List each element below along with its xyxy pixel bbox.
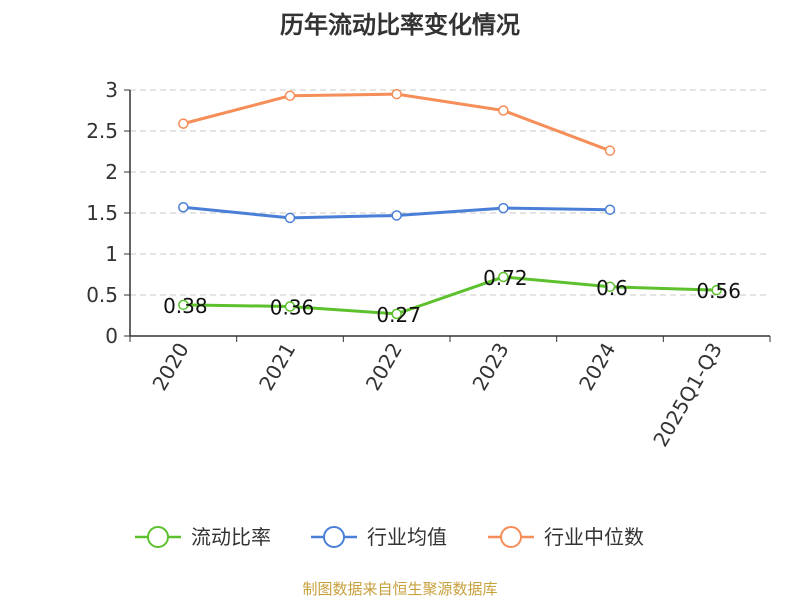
grid-lines (130, 89, 770, 296)
x-tick-label: 2025Q1-Q3 (648, 339, 727, 451)
data-point (178, 299, 189, 311)
y-tick-label: 2.5 (86, 119, 118, 143)
legend-label: 行业中位数 (544, 525, 644, 549)
data-labels: 0.38 0.36 0.27 0.72 0.6 0.56 (163, 266, 741, 327)
y-tick-label: 1 (105, 242, 118, 266)
data-label: 0.72 (483, 266, 528, 290)
data-point (391, 88, 402, 100)
legend-label: 行业均值 (367, 525, 447, 549)
data-label: 0.38 (163, 294, 208, 318)
x-tick-label: 2022 (361, 339, 407, 395)
legend: 流动比率 行业均值 行业中位数 (135, 525, 644, 549)
data-label: 0.6 (596, 276, 628, 300)
x-tick-label: 2021 (254, 339, 300, 395)
y-tick-label: 0 (105, 324, 118, 348)
source-note: 制图数据来自恒生聚源数据库 (302, 580, 497, 598)
axes: 0 0.5 1 1.5 2 2.5 3 2020 2021 2022 2023 2024 2025Q1-… (86, 78, 771, 451)
y-tick-label: 3 (105, 78, 118, 102)
data-point (284, 212, 296, 224)
data-point (284, 90, 296, 101)
data-point (391, 308, 402, 320)
data-point (498, 271, 509, 283)
data-label: 0.36 (270, 295, 315, 319)
data-label: 0.56 (696, 279, 741, 303)
data-point (604, 281, 616, 293)
x-tick-label: 2020 (147, 339, 193, 395)
data-point (498, 202, 509, 214)
data-point (178, 202, 189, 213)
data-point (178, 118, 189, 129)
data-point (498, 105, 509, 116)
legend-marker (147, 526, 169, 548)
data-point (604, 204, 616, 215)
y-tick-label: 0.5 (86, 283, 118, 307)
data-point (604, 145, 616, 156)
x-tick-label: 2023 (467, 339, 513, 395)
series-line-0 (183, 275, 717, 316)
y-tick-label: 2 (105, 160, 118, 184)
x-tick-label: 2024 (574, 339, 620, 395)
chart-title: 历年流动比率变化情况 (280, 11, 520, 39)
legend-label: 流动比率 (191, 525, 271, 549)
data-label: 0.27 (376, 303, 421, 327)
data-point (284, 301, 296, 312)
legend-marker (500, 526, 522, 548)
series-line-2 (182, 92, 611, 153)
data-point (391, 210, 402, 221)
legend-marker (323, 526, 345, 548)
data-point (711, 284, 722, 296)
y-tick-label: 1.5 (86, 201, 118, 225)
series-group (178, 88, 722, 320)
